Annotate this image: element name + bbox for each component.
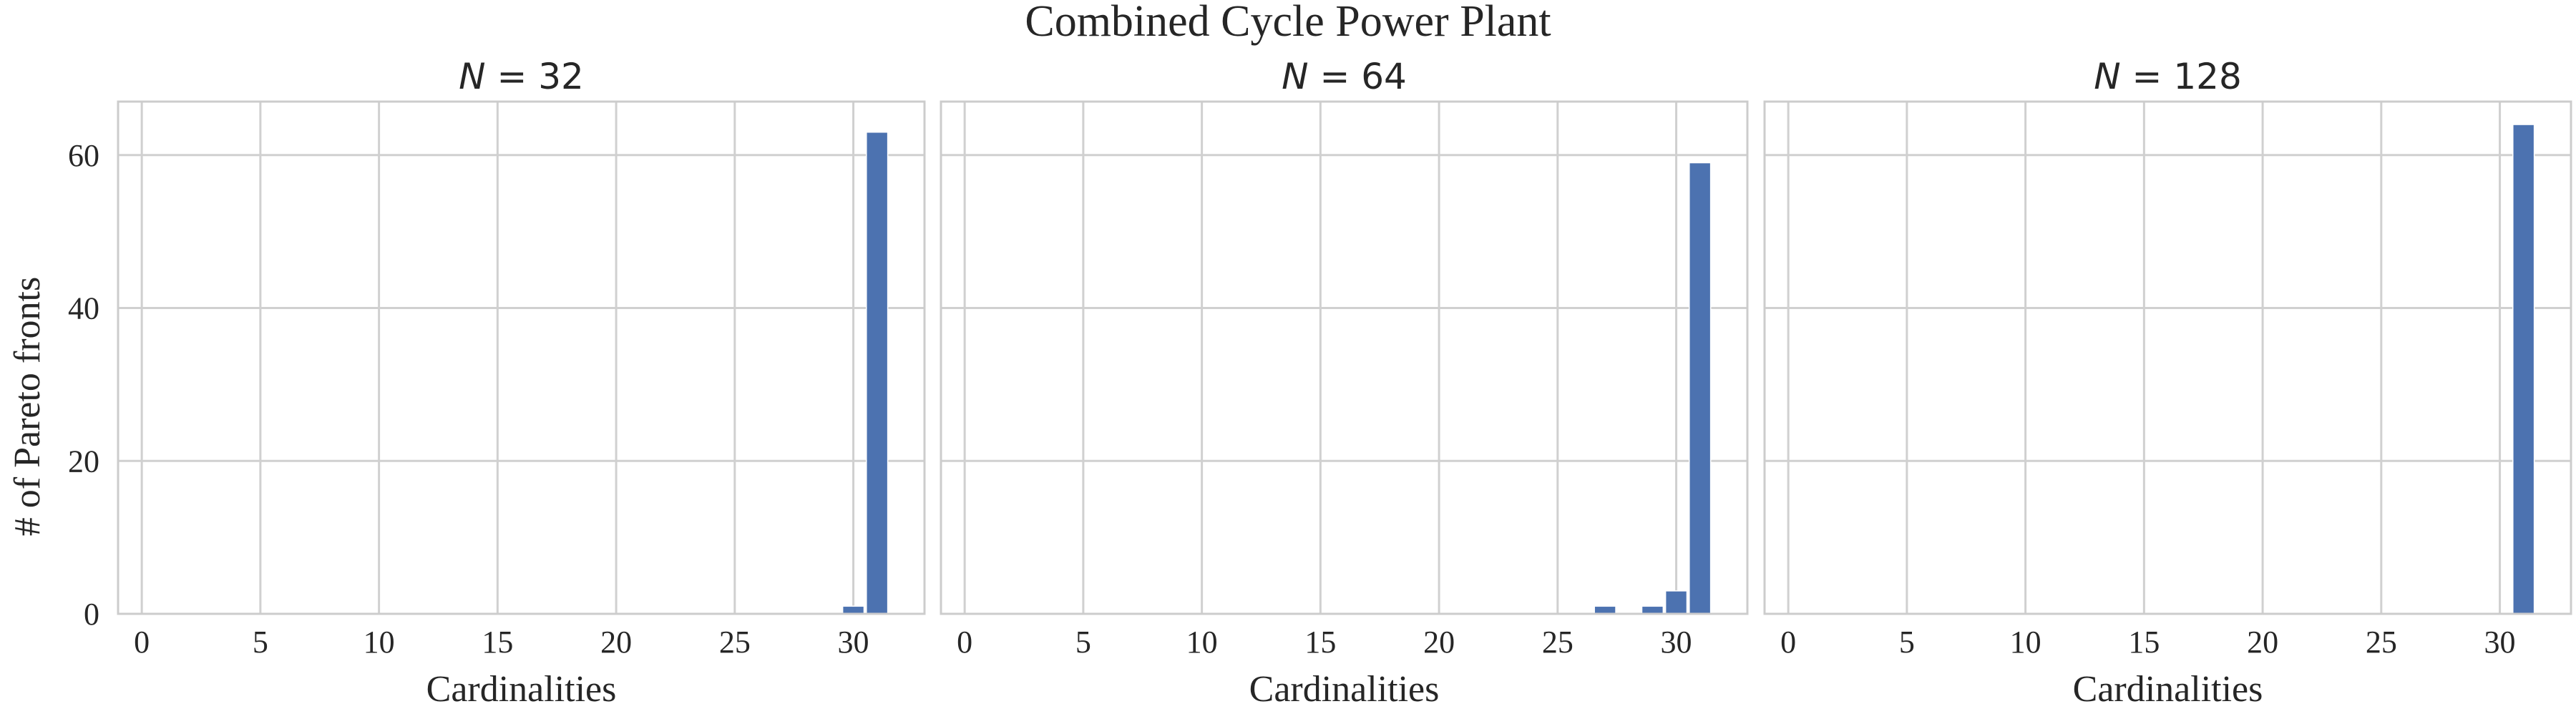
x-tick-label: 30 bbox=[1661, 625, 1692, 660]
panel-title-equals: = bbox=[1309, 56, 1362, 97]
panel-title-value: 32 bbox=[538, 56, 584, 97]
x-tick-label: 15 bbox=[482, 625, 513, 660]
x-tick-label: 0 bbox=[957, 625, 972, 660]
bar bbox=[2512, 124, 2535, 615]
panel-frame bbox=[940, 100, 1749, 615]
bar bbox=[1641, 605, 1664, 615]
x-tick-label: 0 bbox=[1780, 625, 1796, 660]
chart-panels: 0 5 10 15 20 25 30 0 20 40 60 Cardinalities N = 32 0 5… bbox=[68, 56, 2572, 710]
bar bbox=[866, 131, 889, 615]
x-tick-label: 25 bbox=[1542, 625, 1574, 660]
x-axis-label: Cardinalities bbox=[2073, 669, 2263, 710]
panel-1: 0 5 10 15 20 25 30 0 20 40 60 Cardinalities N = 32 bbox=[68, 56, 926, 710]
panel-3: 0 5 10 15 20 25 30 Cardinalities N = 128 bbox=[1763, 56, 2572, 710]
bar bbox=[841, 605, 865, 615]
x-tick-label: 5 bbox=[253, 625, 268, 660]
x-tick-label: 5 bbox=[1075, 625, 1091, 660]
y-tick-label: 0 bbox=[84, 597, 99, 632]
panel-title: N = 128 bbox=[2094, 56, 2242, 97]
panel-title-variable: N bbox=[459, 56, 485, 97]
x-tick-label: 10 bbox=[364, 625, 395, 660]
y-tick-label: 40 bbox=[68, 291, 99, 326]
panel-title-variable: N bbox=[2094, 56, 2120, 97]
x-tick-label: 20 bbox=[1423, 625, 1455, 660]
panel-title-value: 64 bbox=[1361, 56, 1407, 97]
panel-title-equals: = bbox=[486, 56, 539, 97]
x-tick-label: 0 bbox=[134, 625, 150, 660]
x-tick-label: 25 bbox=[2366, 625, 2397, 660]
x-tick-label: 30 bbox=[838, 625, 869, 660]
x-tick-label: 5 bbox=[1899, 625, 1915, 660]
y-tick-label: 60 bbox=[68, 138, 99, 173]
x-axis-label: Cardinalities bbox=[426, 669, 617, 710]
bar bbox=[1689, 162, 1712, 615]
x-tick-label: 10 bbox=[2010, 625, 2041, 660]
panel-frame bbox=[117, 100, 926, 615]
x-tick-label: 15 bbox=[1304, 625, 1336, 660]
y-axis-label: # of Pareto fronts bbox=[7, 277, 48, 536]
x-tick-label: 15 bbox=[2128, 625, 2160, 660]
x-tick-label: 10 bbox=[1186, 625, 1218, 660]
y-tick-label: 20 bbox=[68, 444, 99, 479]
x-tick-label: 25 bbox=[719, 625, 751, 660]
panel-title: N = 32 bbox=[459, 56, 584, 97]
bar bbox=[1664, 590, 1688, 615]
panel-title-equals: = bbox=[2121, 56, 2174, 97]
x-tick-label: 20 bbox=[600, 625, 632, 660]
panel-2: 0 5 10 15 20 25 30 Cardinalities N = 64 bbox=[940, 56, 1749, 710]
x-tick-label: 30 bbox=[2484, 625, 2516, 660]
x-axis-label: Cardinalities bbox=[1249, 669, 1440, 710]
bar bbox=[1594, 605, 1616, 615]
panel-title: N = 64 bbox=[1282, 56, 1407, 97]
panel-title-value: 128 bbox=[2173, 56, 2241, 97]
panel-title-variable: N bbox=[1282, 56, 1308, 97]
x-tick-label: 20 bbox=[2247, 625, 2278, 660]
chart-suptitle: Combined Cycle Power Plant bbox=[1025, 0, 1551, 46]
panel-frame bbox=[1763, 100, 2572, 615]
